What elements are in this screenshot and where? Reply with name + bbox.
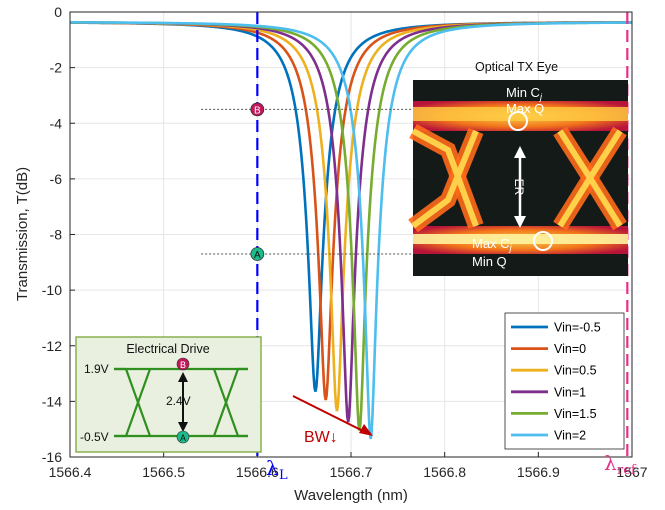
elec-high-label: 1.9V <box>84 362 109 376</box>
electrical-title: Electrical Drive <box>126 342 209 356</box>
svg-text:Min Cj: Min Cj <box>506 85 543 102</box>
y-tick-label: -16 <box>42 449 62 465</box>
elec-swing-label: 2.4V <box>166 394 191 408</box>
elec-low-label: -0.5V <box>80 430 109 444</box>
eye-top-label1: Min C <box>506 85 540 100</box>
point-A-marker: A <box>250 247 265 261</box>
svg-text:λ: λ <box>604 451 617 475</box>
svg-text:A: A <box>180 433 186 443</box>
lambda-ref-label: λ ref <box>604 451 637 478</box>
y-tick-label: 0 <box>54 4 62 20</box>
y-tick-label: -10 <box>42 282 62 298</box>
y-tick-label: -6 <box>50 171 63 187</box>
y-tick-label: -8 <box>50 227 63 243</box>
x-tick-label: 1566.7 <box>330 464 373 480</box>
bw-label: BW↓ <box>304 429 338 446</box>
x-axis-label: Wavelength (nm) <box>294 487 408 504</box>
x-tick-label: 1566.5 <box>142 464 185 480</box>
svg-text:L: L <box>279 468 288 483</box>
y-tick-label: -2 <box>50 60 63 76</box>
point-A-label: A <box>254 250 261 261</box>
y-tick-label: -12 <box>42 338 62 354</box>
svg-text:B: B <box>180 360 186 370</box>
y-tick-label: -4 <box>50 115 63 131</box>
lambda-L-label: λ L <box>266 456 288 483</box>
svg-text:ref: ref <box>617 463 637 478</box>
eye-bottom-label1: Max C <box>472 236 510 251</box>
curves <box>70 20 632 440</box>
x-tick-label: 1567 <box>616 464 647 480</box>
x-tick-label: 1566.8 <box>423 464 466 480</box>
legend-label: Vin=0 <box>554 342 586 356</box>
series-line-Vin=2 <box>70 21 632 440</box>
eye-er-label: ER <box>512 179 526 196</box>
point-B-label: B <box>254 105 261 116</box>
legend-label: Vin=-0.5 <box>554 321 601 335</box>
point-B-marker: B <box>250 102 265 116</box>
elec-point-B <box>176 357 190 371</box>
x-tick-label: 1566.6 <box>236 464 279 480</box>
legend-label: Vin=2 <box>554 429 586 443</box>
optical-eye-title: Optical TX Eye <box>475 60 558 74</box>
ticks: 1566.4 1566.5 1566.6 1566.7 1566.8 1566.9 1567… <box>42 4 648 480</box>
x-tick-label: 1566.9 <box>517 464 560 480</box>
bw-arrow: BW↓ <box>292 395 373 446</box>
optical-eye-inset: Optical TX Eye ER Min Cj Max Q Max Cj Mi… <box>408 60 628 276</box>
svg-text:λ: λ <box>266 456 279 480</box>
electrical-drive-inset: Electrical Drive 1.9V -0.5V 2.4V B A <box>75 336 262 453</box>
y-axis-label: Transmission, T(dB) <box>14 167 31 301</box>
eye-top-label2: Max Q <box>506 101 544 116</box>
y-tick-label: -14 <box>42 393 62 409</box>
legend-label: Vin=0.5 <box>554 364 597 378</box>
legend-label: Vin=1 <box>554 385 586 399</box>
svg-text:Max Cj: Max Cj <box>472 236 513 253</box>
elec-point-A <box>176 430 190 444</box>
eye-bottom-label2: Min Q <box>472 254 507 269</box>
legend: Vin=-0.5 Vin=0 Vin=0.5 Vin=1 Vin=1.5 Vin=2 <box>504 312 625 450</box>
legend-label: Vin=1.5 <box>554 407 597 421</box>
x-tick-label: 1566.4 <box>49 464 92 480</box>
